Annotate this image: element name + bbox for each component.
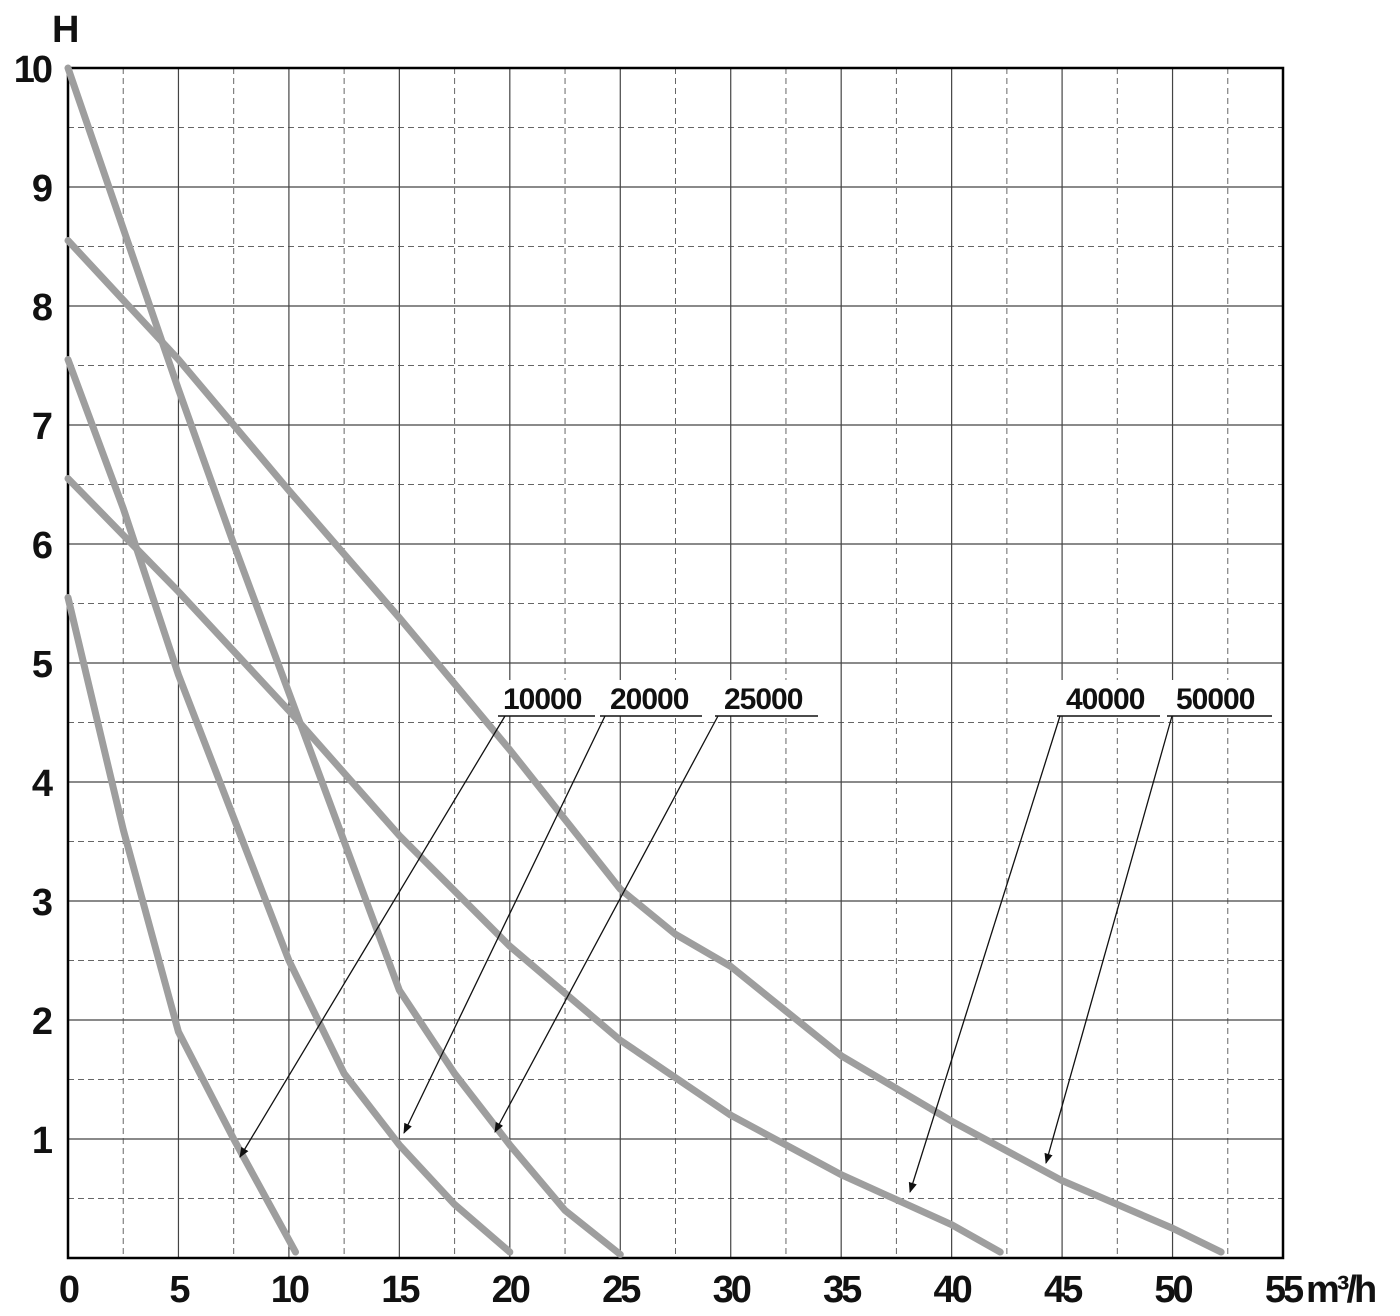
curve-label: 20000 bbox=[610, 683, 689, 716]
curve bbox=[64, 237, 1225, 1256]
x-tick-label: 15 bbox=[381, 1269, 420, 1311]
label-bg bbox=[600, 680, 702, 716]
curve-label: 10000 bbox=[503, 683, 582, 716]
x-tick-label: 5 bbox=[169, 1269, 190, 1311]
curve bbox=[64, 594, 300, 1256]
y-tick-label: 2 bbox=[32, 1001, 52, 1043]
y-tick-label: 8 bbox=[32, 287, 52, 329]
y-tick-label: 10 bbox=[14, 49, 52, 91]
x-tick-label: 10 bbox=[271, 1269, 309, 1311]
x-tick-label: 45 bbox=[1044, 1269, 1083, 1311]
leader-arrow bbox=[494, 715, 719, 1133]
label-bg bbox=[498, 680, 595, 716]
y-tick-label: 7 bbox=[32, 406, 52, 448]
x-tick-label: 20 bbox=[492, 1269, 530, 1311]
curve-label: 25000 bbox=[724, 683, 803, 716]
x-tick-label: 50 bbox=[1154, 1269, 1192, 1311]
label-bg bbox=[1167, 680, 1272, 716]
x-tick-label: 30 bbox=[713, 1269, 751, 1311]
curve bbox=[64, 475, 1004, 1256]
y-tick-label: 5 bbox=[32, 644, 53, 686]
y-axis-label: H bbox=[52, 9, 77, 51]
label-bg bbox=[715, 680, 818, 716]
plot-border bbox=[66, 66, 1285, 1260]
y-tick-label: 1 bbox=[32, 1120, 53, 1162]
leader-arrow bbox=[908, 715, 1061, 1193]
curve bbox=[64, 356, 514, 1256]
x-axis-label: m³/h bbox=[1306, 1269, 1375, 1311]
leader-arrow bbox=[403, 715, 606, 1134]
x-tick-label: 25 bbox=[602, 1269, 641, 1311]
label-bg bbox=[1057, 680, 1160, 716]
y-tick-label: 4 bbox=[32, 763, 53, 805]
x-tick-label: 35 bbox=[823, 1269, 862, 1311]
leader-arrow bbox=[239, 715, 506, 1158]
y-tick-label: 9 bbox=[32, 168, 52, 210]
x-tick-label: 55 bbox=[1265, 1269, 1304, 1311]
y-tick-label: 6 bbox=[32, 525, 52, 567]
y-tick-label: 3 bbox=[32, 882, 52, 924]
x-tick-label: 0 bbox=[59, 1269, 79, 1311]
curve-label: 50000 bbox=[1176, 683, 1255, 716]
leader-arrow bbox=[1044, 715, 1173, 1165]
x-tick-label: 40 bbox=[933, 1269, 971, 1311]
curve-label: 40000 bbox=[1066, 683, 1145, 716]
